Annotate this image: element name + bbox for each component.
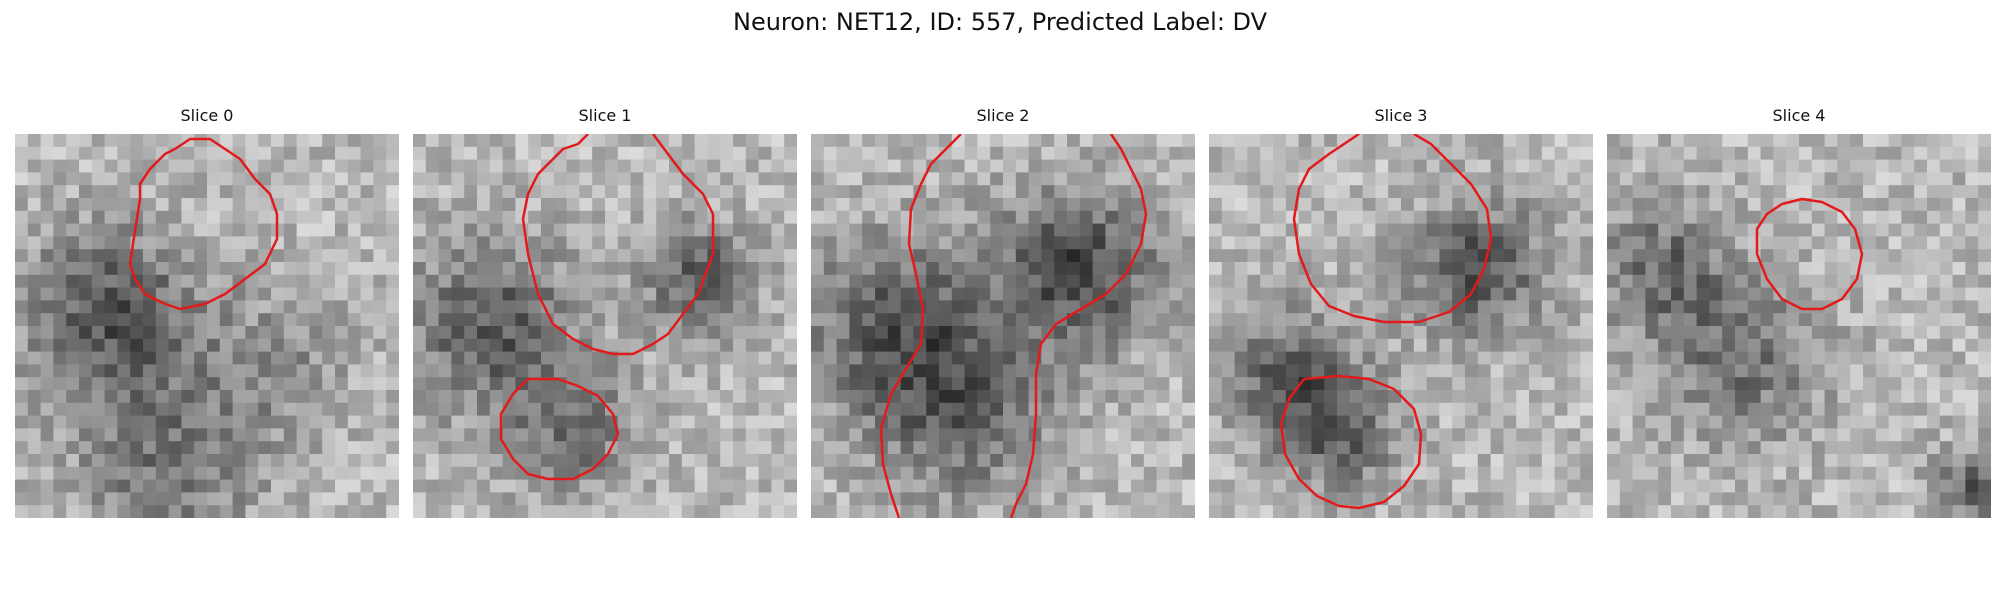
slice-title: Slice 0 <box>180 106 234 125</box>
slice-image <box>811 134 1195 518</box>
roi-contour <box>1292 134 1493 324</box>
slice-panel-1: Slice 1 <box>413 106 797 520</box>
slice-panel-0: Slice 0 <box>15 106 399 520</box>
slice-image <box>413 134 797 518</box>
roi-contour <box>521 134 715 356</box>
figure-title: Neuron: NET12, ID: 557, Predicted Label:… <box>732 8 1268 36</box>
roi-contour <box>1279 374 1423 510</box>
slice-title: Slice 3 <box>1374 106 1428 125</box>
roi-contour <box>499 377 620 481</box>
grayscale-pixels <box>1209 134 1593 518</box>
roi-contour <box>879 134 962 518</box>
grayscale-pixels <box>413 134 797 518</box>
roi-contour <box>1009 134 1148 518</box>
slice-title: Slice 1 <box>578 106 632 125</box>
slice-title: Slice 4 <box>1772 106 1826 125</box>
slice-panel-2: Slice 2 <box>811 106 1195 520</box>
slice-image <box>15 134 399 518</box>
slice-image <box>1607 134 1991 518</box>
grayscale-pixels <box>811 134 1195 518</box>
slice-panel-3: Slice 3 <box>1209 106 1593 520</box>
slice-panel-4: Slice 4 <box>1607 106 1991 520</box>
grayscale-pixels <box>1607 134 1991 518</box>
roi-contour <box>128 137 279 311</box>
grayscale-pixels <box>15 134 399 518</box>
slice-title: Slice 2 <box>976 106 1030 125</box>
slice-image <box>1209 134 1593 518</box>
roi-contour <box>1755 197 1864 311</box>
